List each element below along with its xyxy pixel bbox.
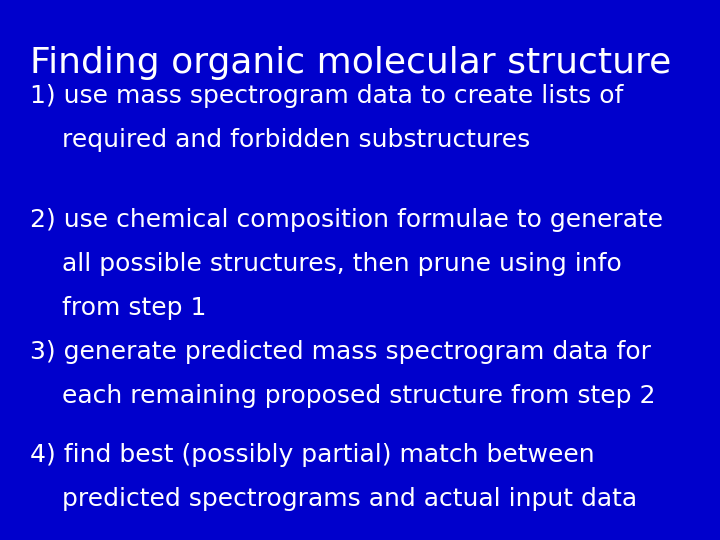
- Text: 2) use chemical composition formulae to generate: 2) use chemical composition formulae to …: [30, 208, 663, 232]
- Text: 1) use mass spectrogram data to create lists of: 1) use mass spectrogram data to create l…: [30, 84, 624, 107]
- Text: required and forbidden substructures: required and forbidden substructures: [30, 128, 531, 152]
- Text: 3) generate predicted mass spectrogram data for: 3) generate predicted mass spectrogram d…: [30, 340, 652, 364]
- Text: from step 1: from step 1: [30, 296, 207, 320]
- Text: all possible structures, then prune using info: all possible structures, then prune usin…: [30, 252, 622, 276]
- Text: each remaining proposed structure from step 2: each remaining proposed structure from s…: [30, 384, 656, 408]
- Text: 4) find best (possibly partial) match between: 4) find best (possibly partial) match be…: [30, 443, 595, 467]
- Text: Finding organic molecular structure: Finding organic molecular structure: [30, 46, 672, 80]
- Text: predicted spectrograms and actual input data: predicted spectrograms and actual input …: [30, 487, 637, 511]
